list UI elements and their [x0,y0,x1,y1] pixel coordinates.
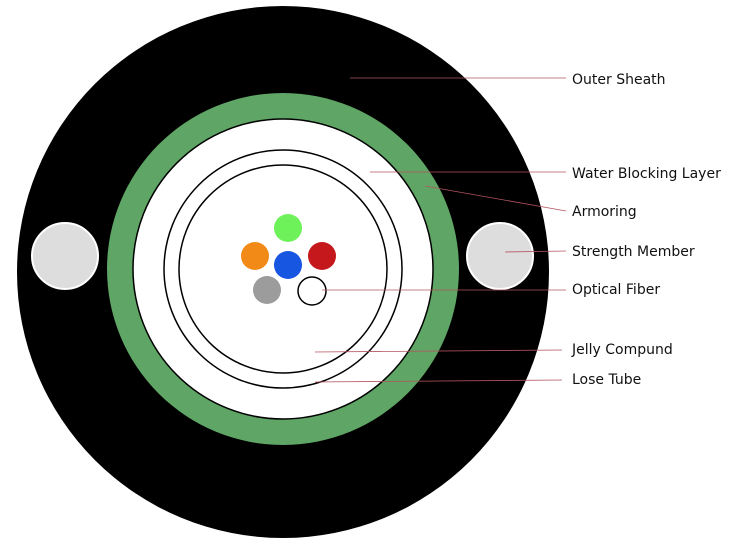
fiber [241,242,269,270]
leader-line [314,379,563,383]
label: Optical Fiber [572,282,660,298]
label: Jelly Compund [571,342,673,358]
leader-line [424,185,567,212]
strength-member [31,222,99,290]
fiber [274,251,302,279]
label: Outer Sheath [572,72,666,88]
leader-line [314,349,563,353]
strength-member [466,222,534,290]
fiber [253,276,281,304]
fiber [274,214,302,242]
fiber [297,276,327,306]
label: Water Blocking Layer [572,166,721,182]
fiber [308,242,336,270]
label: Armoring [572,204,637,220]
label: Lose Tube [572,372,641,388]
label: Strength Member [572,244,695,260]
leader-line [504,250,567,253]
